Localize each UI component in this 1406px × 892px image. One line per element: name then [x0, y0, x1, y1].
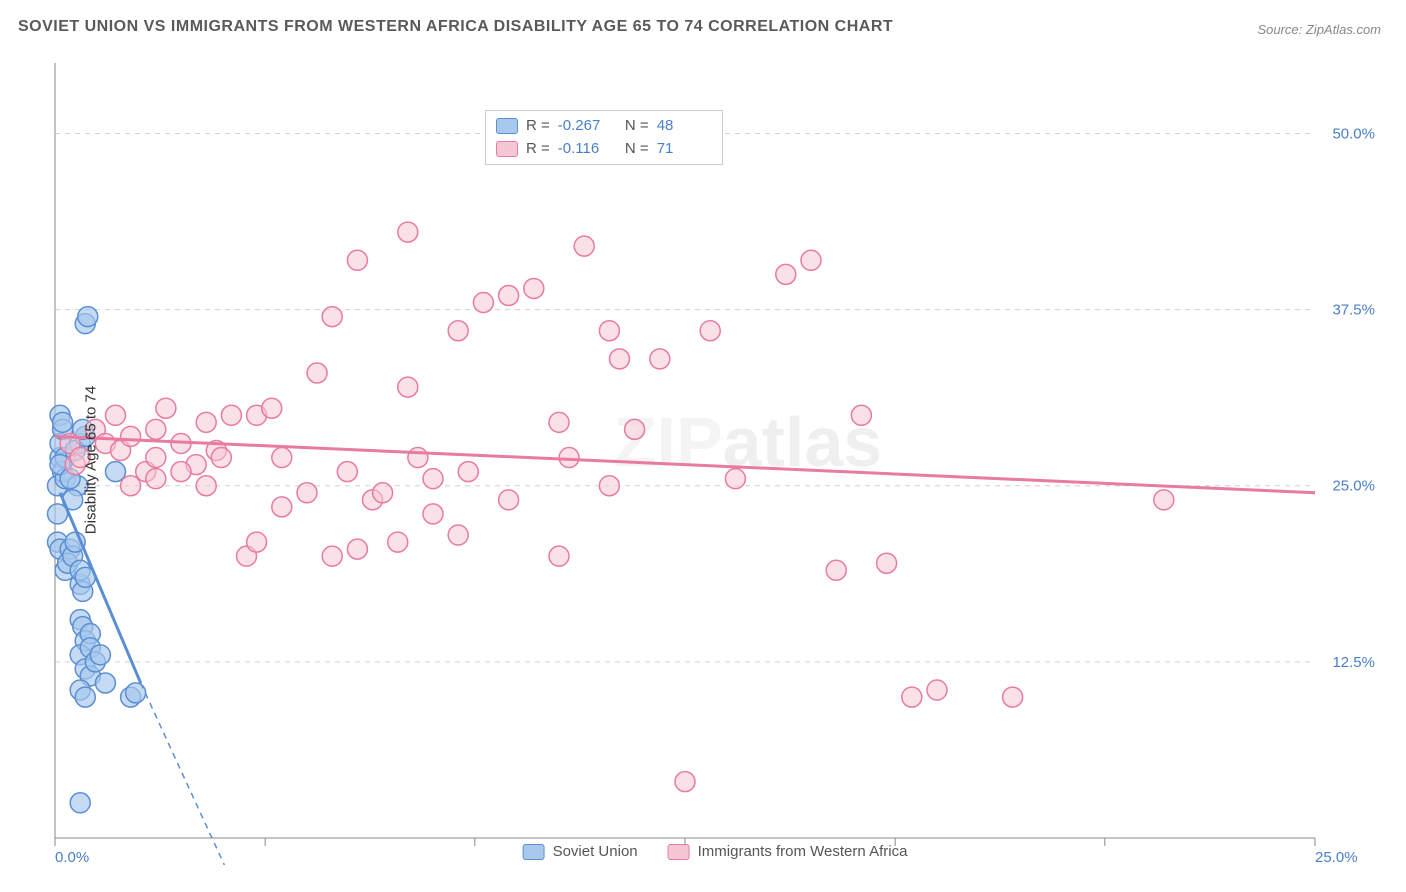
legend-label: Immigrants from Western Africa	[698, 843, 908, 860]
bottom-legend: Soviet Union Immigrants from Western Afr…	[523, 843, 908, 860]
stats-row-soviet: R = -0.267 N = 48	[496, 115, 712, 138]
y-axis-label: Disability Age 65 to 74	[83, 386, 100, 534]
legend-item-africa: Immigrants from Western Africa	[668, 843, 908, 860]
stat-r-value: -0.116	[558, 138, 613, 161]
stats-row-africa: R = -0.116 N = 71	[496, 138, 712, 161]
scatter-chart: 12.5% 25.0% 37.5% 50.0% 0.0% 25.0% ZIPatlas	[45, 55, 1385, 865]
svg-text:50.0%: 50.0%	[1332, 125, 1375, 142]
stat-r-label: R =	[526, 115, 550, 138]
stats-legend: R = -0.267 N = 48 R = -0.116 N = 71	[485, 110, 723, 165]
legend-item-soviet: Soviet Union	[523, 843, 638, 860]
chart-container: Disability Age 65 to 74 12.5% 25.0% 37.5% 5…	[45, 55, 1385, 865]
chart-title: SOVIET UNION VS IMMIGRANTS FROM WESTERN …	[18, 18, 893, 36]
stat-n-value: 71	[657, 138, 712, 161]
svg-text:25.0%: 25.0%	[1315, 849, 1358, 865]
stat-n-label: N =	[621, 115, 649, 138]
stat-r-value: -0.267	[558, 115, 613, 138]
stat-n-label: N =	[621, 138, 649, 161]
legend-label: Soviet Union	[553, 843, 638, 860]
svg-text:ZIPatlas: ZIPatlas	[614, 403, 882, 481]
swatch-soviet-icon	[523, 844, 545, 860]
svg-text:0.0%: 0.0%	[55, 849, 89, 865]
swatch-soviet-icon	[496, 118, 518, 134]
stat-n-value: 48	[657, 115, 712, 138]
svg-text:37.5%: 37.5%	[1332, 302, 1375, 319]
svg-text:25.0%: 25.0%	[1332, 478, 1375, 495]
swatch-africa-icon	[668, 844, 690, 860]
stat-r-label: R =	[526, 138, 550, 161]
svg-text:12.5%: 12.5%	[1332, 654, 1375, 671]
swatch-africa-icon	[496, 141, 518, 157]
source-attribution: Source: ZipAtlas.com	[1257, 22, 1381, 37]
